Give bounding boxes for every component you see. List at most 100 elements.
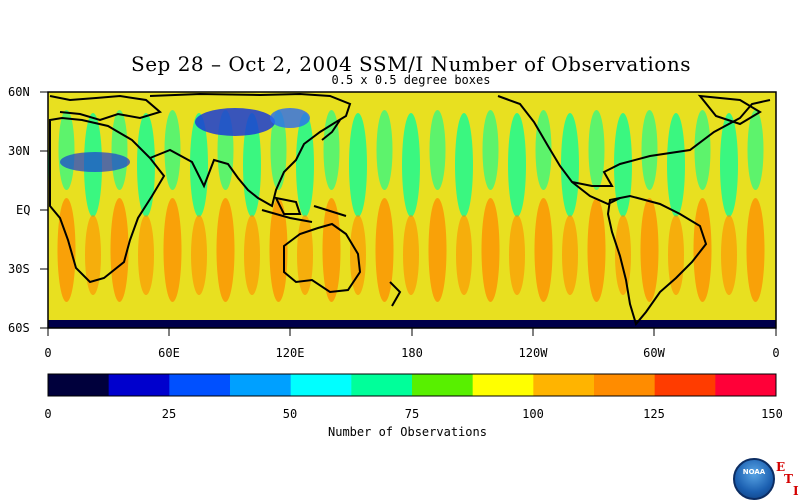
coastline-south-america <box>606 194 708 327</box>
coverage-band <box>163 198 182 302</box>
coverage-band <box>588 110 605 190</box>
colorbar-swatch <box>533 374 595 396</box>
corner-letter-t: T <box>784 472 793 486</box>
coverage-band <box>110 198 129 302</box>
lat-label-eq: EQ <box>16 203 31 217</box>
coastline-greenland <box>697 94 762 126</box>
corner-letter-i: I <box>793 484 799 498</box>
coverage-band <box>746 198 765 302</box>
coastline-indonesia <box>261 196 347 223</box>
coastline-africa <box>49 116 166 284</box>
coverage-band <box>402 113 420 217</box>
lon-label-180: 180 <box>401 346 423 360</box>
colorbar-label-75: 75 <box>404 407 420 421</box>
colorbar-label-125: 125 <box>643 407 665 421</box>
coverage-band <box>667 113 685 217</box>
colorbar-swatch <box>594 374 656 396</box>
coverage-band <box>429 110 446 190</box>
map-title: Sep 28 – Oct 2, 2004 SSM/I Number of Obs… <box>131 52 691 76</box>
coverage-band <box>587 198 606 302</box>
coverage-band <box>428 198 447 302</box>
colorbar-swatch <box>412 374 474 396</box>
coverage-band <box>244 215 260 295</box>
colorbar-swatch <box>472 374 534 396</box>
lat-label-60n: 60N <box>8 85 30 99</box>
colorbar-frame <box>47 373 777 397</box>
coverage-band <box>58 110 75 190</box>
coverage-band <box>270 110 287 190</box>
colorbar-swatch <box>290 374 352 396</box>
lon-label-0-end: 0 <box>772 346 780 360</box>
coverage-band <box>137 113 155 217</box>
coverage-band <box>481 198 500 302</box>
lat-ticks <box>40 91 48 329</box>
coverage-band <box>375 198 394 302</box>
lat-label-30n: 30N <box>8 144 30 158</box>
coastline-asia-south <box>149 121 337 208</box>
coverage-band <box>138 215 154 295</box>
lon-label-0: 0 <box>44 346 52 360</box>
coverage-band <box>720 113 738 217</box>
coverage-band <box>456 215 472 295</box>
coastline-australia <box>283 222 362 294</box>
coverage-band <box>32 215 48 295</box>
coverage-band <box>721 215 737 295</box>
coverage-band <box>323 110 340 190</box>
coverage-band <box>562 215 578 295</box>
lon-ticks <box>47 328 777 336</box>
coverage-band <box>216 198 235 302</box>
observation-field <box>32 92 776 328</box>
coverage-band <box>482 110 499 190</box>
coastline-asia-north <box>149 92 352 123</box>
coverage-band <box>57 198 76 302</box>
colorbar-swatch <box>715 374 777 396</box>
coverage-band <box>561 113 579 217</box>
coverage-band <box>269 198 288 302</box>
noaa-logo[interactable]: NOAA <box>733 458 775 500</box>
coastline-central-america <box>571 181 621 206</box>
coverage-band <box>164 110 181 190</box>
coverage-band <box>191 215 207 295</box>
lon-label-60w: 60W <box>643 346 665 360</box>
coverage-band <box>640 198 659 302</box>
coverage-band <box>534 198 553 302</box>
colorbar-label-0: 0 <box>44 407 52 421</box>
coastline-japan <box>321 119 341 141</box>
corner-letter-e: E <box>776 460 786 474</box>
colorbar-label-50: 50 <box>282 407 298 421</box>
coverage-band <box>322 198 341 302</box>
colorbar-swatch <box>654 374 716 396</box>
coverage-band <box>535 110 552 190</box>
coverage-band <box>615 215 631 295</box>
coastlines <box>49 92 771 327</box>
coastline-newzealand <box>389 281 402 307</box>
colorbar-swatch <box>351 374 413 396</box>
coverage-band <box>509 215 525 295</box>
coverage-band <box>403 215 419 295</box>
lon-label-120e: 120E <box>275 346 305 360</box>
coverage-band <box>296 113 314 217</box>
coverage-band <box>48 141 49 189</box>
coverage-band <box>111 110 128 190</box>
coverage-band <box>455 113 473 217</box>
colorbar-swatch <box>169 374 231 396</box>
lat-label-30s: 30S <box>8 262 30 276</box>
colorbar-label-100: 100 <box>522 407 544 421</box>
lon-label-60e: 60E <box>158 346 180 360</box>
coverage-band <box>747 110 764 190</box>
lon-label-120w: 120W <box>518 346 548 360</box>
colorbar-swatch <box>48 374 110 396</box>
map-subtitle: 0.5 x 0.5 degree boxes <box>331 73 491 87</box>
coverage-band <box>297 215 313 295</box>
coverage-band <box>190 113 208 217</box>
coastline-north-america <box>497 95 771 187</box>
coverage-band <box>85 215 101 295</box>
colorbar-swatch <box>108 374 170 396</box>
coverage-band <box>641 110 658 190</box>
colorbar-label-25: 25 <box>161 407 177 421</box>
coverage-band <box>243 113 261 217</box>
colorbar-label-150: 150 <box>761 407 783 421</box>
colorbar-title: Number of Observations <box>328 425 487 439</box>
colorbar-swatch <box>230 374 292 396</box>
